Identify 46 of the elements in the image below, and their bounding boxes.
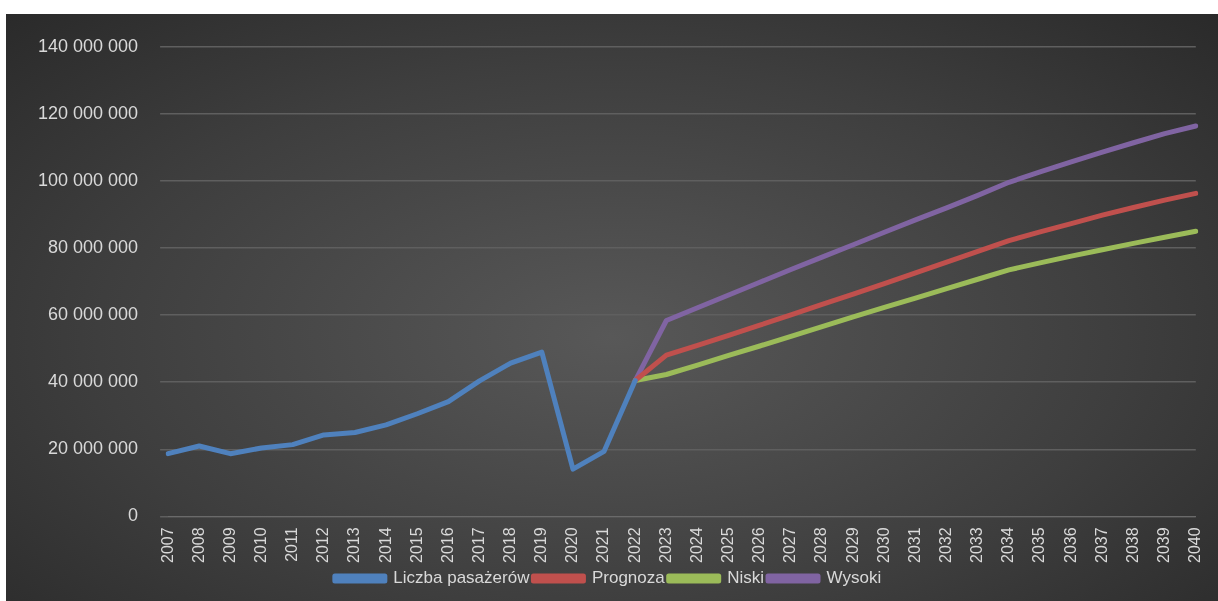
x-tick-label: 2024 [687,527,705,563]
legend-label: Prognoza [591,568,666,588]
x-tick-label: 2039 [1155,527,1173,563]
x-tick-label: 2036 [1061,527,1079,563]
x-tick-label: 2031 [905,527,923,563]
x-tick-label: 2017 [469,527,487,563]
x-tick-label: 2019 [532,527,550,563]
x-tick-label: 2011 [283,527,301,562]
y-tick-label: 140 000 000 [37,35,139,56]
x-tick-label: 2012 [314,527,332,563]
legend-label: Niski [727,568,765,588]
x-tick-label: 2008 [189,527,207,563]
x-tick-label: 2014 [376,527,394,563]
x-tick-label: 2027 [781,527,799,563]
legend-label: Liczba pasażerów [393,568,531,588]
x-tick-label: 2028 [812,527,830,563]
x-tick-label: 2025 [719,527,737,563]
x-tick-label: 2010 [251,527,269,563]
x-tick-label: 2023 [656,527,674,563]
y-tick-label: 20 000 000 [48,438,139,459]
y-tick-label: 60 000 000 [48,304,139,325]
y-tick-label: 100 000 000 [37,169,139,190]
y-tick-label: 80 000 000 [48,237,139,258]
x-tick-label: 2032 [937,527,955,563]
x-tick-label: 2029 [843,527,861,563]
x-tick-label: 2018 [501,527,519,563]
x-tick-label: 2020 [563,527,581,563]
x-tick-label: 2013 [345,527,363,563]
x-tick-label: 2030 [874,527,892,563]
x-tick-label: 2007 [158,527,176,563]
x-tick-label: 2022 [625,527,643,563]
y-tick-label: 40 000 000 [48,371,139,392]
x-tick-label: 2026 [750,527,768,563]
y-tick-label: 0 [128,505,139,526]
x-tick-label: 2015 [407,527,425,563]
x-tick-label: 2038 [1123,527,1141,563]
x-tick-label: 2037 [1092,527,1110,563]
x-tick-label: 2033 [968,527,986,563]
x-tick-label: 2035 [1030,527,1048,563]
x-tick-label: 2009 [220,527,238,563]
x-tick-label: 2034 [999,527,1017,563]
x-tick-label: 2021 [594,527,612,563]
x-tick-label: 2040 [1186,527,1204,563]
legend-label: Wysoki [826,568,882,588]
y-tick-label: 120 000 000 [37,102,139,123]
x-tick-label: 2016 [438,527,456,563]
